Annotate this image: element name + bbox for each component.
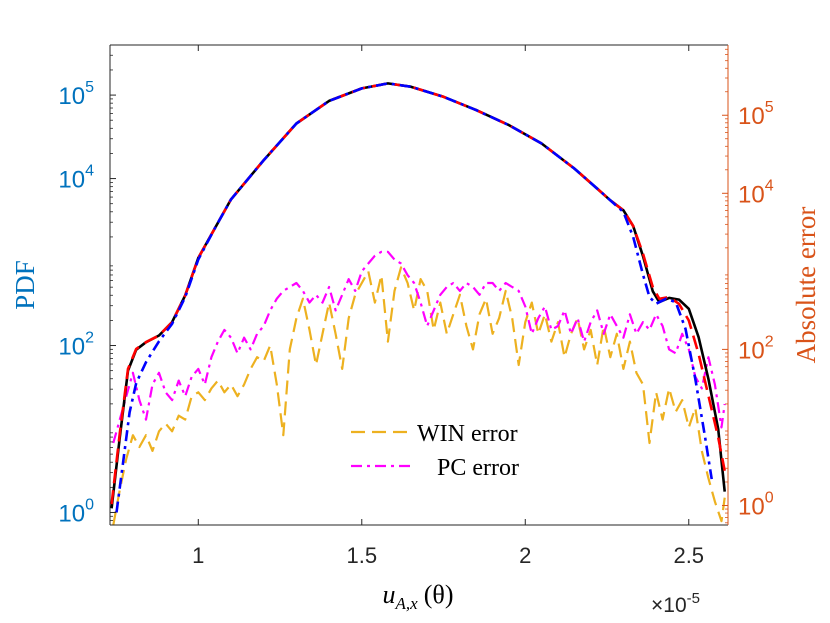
left-tick-label: 105 bbox=[58, 79, 94, 110]
left-tick-label: 100 bbox=[58, 496, 94, 527]
right-tick-label: 100 bbox=[738, 489, 774, 520]
x-axis-label-argument: (θ) bbox=[424, 580, 454, 609]
right-axis-label: Absolute error bbox=[791, 207, 821, 364]
x-axis-label-subscript: A,x bbox=[395, 594, 419, 613]
right-tick-label: 102 bbox=[738, 333, 774, 364]
series-layer bbox=[110, 82, 726, 525]
x-tick-label: 1 bbox=[192, 543, 204, 568]
x-axis-label: uA,x (θ) bbox=[383, 580, 454, 613]
right-tick-label: 105 bbox=[738, 99, 774, 130]
x-tick-label: 2.5 bbox=[673, 543, 704, 568]
left-axis-label: PDF bbox=[10, 260, 40, 310]
x-axis-label-base: u bbox=[383, 580, 396, 609]
left-tick-label: 102 bbox=[58, 330, 94, 361]
x-axis-multiplier: ×10-5 bbox=[651, 590, 700, 617]
right-tick-label: 104 bbox=[738, 177, 774, 208]
x-axis-multiplier-base: ×10 bbox=[651, 594, 687, 617]
right-axis-ticks: 100 102 104 105 bbox=[722, 48, 774, 524]
left-tick-label: 104 bbox=[58, 163, 94, 194]
x-tick-label: 2 bbox=[519, 543, 531, 568]
series-line-pc-error bbox=[112, 250, 726, 444]
x-axis-multiplier-exponent: -5 bbox=[687, 590, 700, 607]
legend-label-win-error: WIN error bbox=[417, 421, 518, 447]
legend: WIN error PC error bbox=[351, 421, 519, 481]
left-axis-ticks: 100 102 104 105 bbox=[58, 54, 116, 527]
legend-label-pc-error: PC error bbox=[437, 455, 519, 481]
x-axis-ticks: 1 1.5 2 2.5 bbox=[192, 45, 704, 568]
x-tick-label: 1.5 bbox=[346, 543, 377, 568]
series-line-win-error bbox=[112, 266, 726, 525]
series-line-pdf-win bbox=[110, 82, 726, 505]
series-line-pdf-pc bbox=[115, 82, 713, 513]
